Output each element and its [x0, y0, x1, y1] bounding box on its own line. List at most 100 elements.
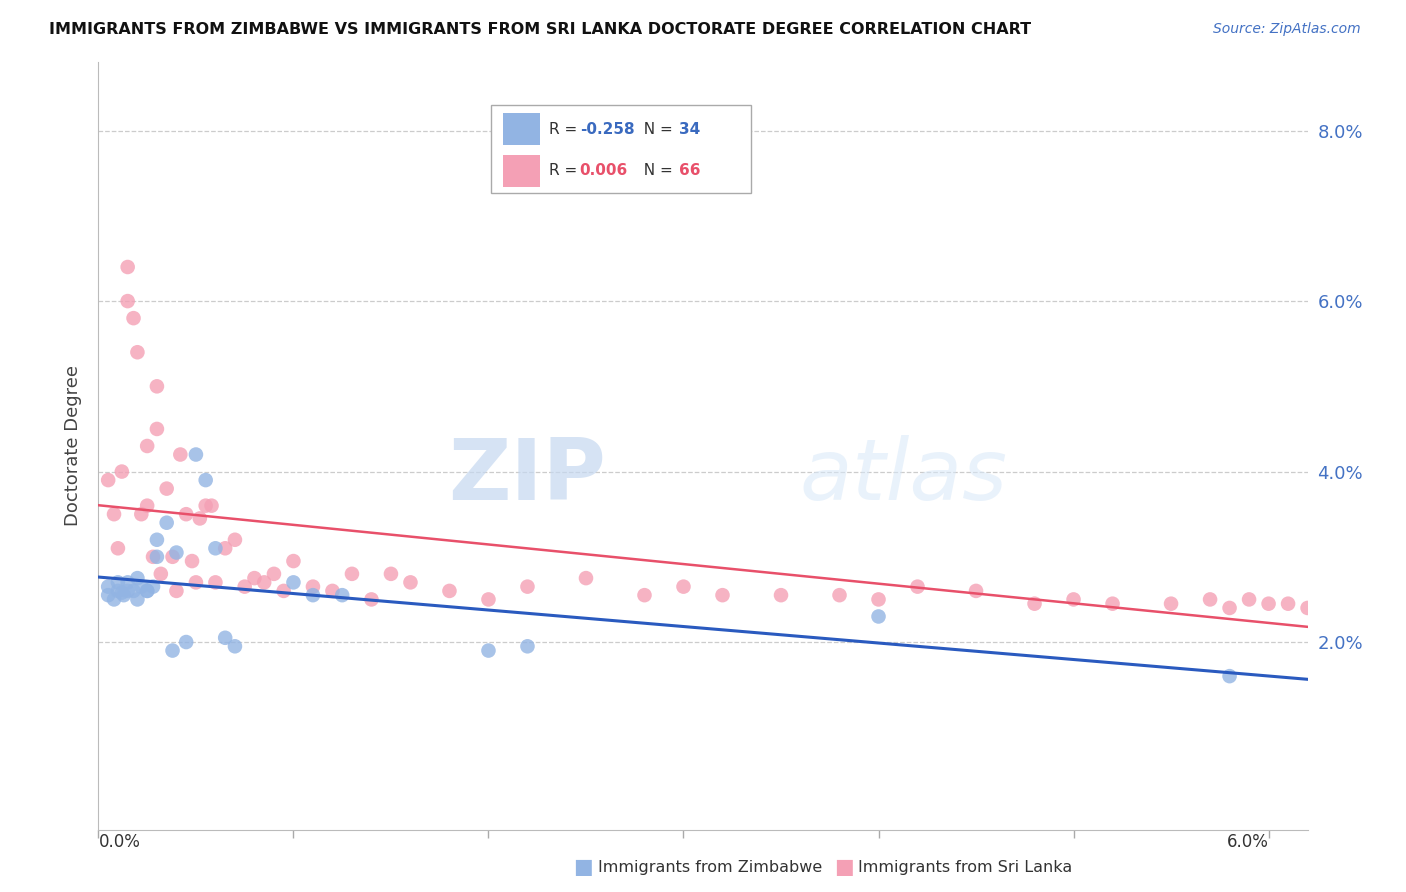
Bar — [503, 113, 540, 145]
Point — [107, 575, 129, 590]
Point — [136, 439, 159, 453]
Text: 0.006: 0.006 — [579, 163, 628, 178]
Point — [117, 583, 139, 598]
Point — [97, 580, 120, 594]
Point — [1199, 592, 1222, 607]
Point — [162, 549, 184, 564]
Point — [117, 294, 139, 309]
Point — [321, 583, 343, 598]
Point — [253, 575, 276, 590]
Point — [360, 592, 382, 607]
Text: atlas: atlas — [800, 435, 1008, 518]
Point — [516, 580, 538, 594]
Point — [103, 592, 125, 607]
Point — [169, 448, 191, 462]
Text: R =: R = — [550, 122, 582, 136]
Point — [214, 631, 236, 645]
Point — [136, 499, 159, 513]
Point — [156, 482, 179, 496]
Point — [1277, 597, 1299, 611]
Point — [112, 588, 135, 602]
Point — [477, 592, 499, 607]
Point — [224, 640, 246, 654]
Point — [1296, 601, 1319, 615]
Point — [439, 583, 461, 598]
Point — [146, 549, 169, 564]
Point — [1219, 669, 1241, 683]
Point — [127, 592, 149, 607]
Point — [184, 575, 207, 590]
Point — [146, 422, 169, 436]
Point — [1063, 592, 1085, 607]
Text: N =: N = — [634, 122, 678, 136]
Point — [136, 583, 159, 598]
Point — [103, 507, 125, 521]
Point — [136, 583, 159, 598]
Point — [302, 580, 325, 594]
Point — [672, 580, 695, 594]
Point — [142, 549, 165, 564]
Point — [97, 473, 120, 487]
Point — [111, 585, 134, 599]
Point — [1219, 601, 1241, 615]
Point — [273, 583, 295, 598]
Y-axis label: Doctorate Degree: Doctorate Degree — [63, 366, 82, 526]
Point — [165, 583, 187, 598]
Point — [711, 588, 734, 602]
Point — [516, 640, 538, 654]
Text: Immigrants from Sri Lanka: Immigrants from Sri Lanka — [858, 860, 1071, 874]
Point — [828, 588, 851, 602]
Point — [340, 566, 363, 581]
Text: 66: 66 — [679, 163, 700, 178]
Point — [194, 499, 217, 513]
Point — [302, 588, 325, 602]
Point — [97, 588, 120, 602]
Point — [162, 643, 184, 657]
Point — [868, 609, 890, 624]
Point — [117, 575, 139, 590]
Point — [174, 507, 197, 521]
Point — [122, 311, 145, 326]
Point — [174, 635, 197, 649]
Point — [907, 580, 929, 594]
Point — [263, 566, 285, 581]
Point — [214, 541, 236, 556]
Point — [633, 588, 655, 602]
Point — [868, 592, 890, 607]
Point — [1257, 597, 1279, 611]
Point — [194, 473, 217, 487]
Point — [107, 583, 129, 598]
Point — [181, 554, 204, 568]
Point — [204, 541, 226, 556]
Point — [380, 566, 402, 581]
Point — [156, 516, 179, 530]
Point — [965, 583, 987, 598]
Text: ZIP: ZIP — [449, 435, 606, 518]
Point — [769, 588, 792, 602]
Point — [149, 566, 172, 581]
Point — [131, 507, 153, 521]
Point — [200, 499, 222, 513]
Point — [188, 511, 211, 525]
Point — [1336, 601, 1358, 615]
Point — [1160, 597, 1182, 611]
Point — [330, 588, 353, 602]
Point — [1237, 592, 1260, 607]
Text: N =: N = — [634, 163, 678, 178]
Point — [111, 465, 134, 479]
Text: ■: ■ — [834, 857, 853, 877]
Bar — [503, 154, 540, 187]
Point — [283, 575, 305, 590]
Point — [243, 571, 266, 585]
Point — [477, 643, 499, 657]
Point — [127, 571, 149, 585]
Text: 0.0%: 0.0% — [98, 833, 141, 851]
Text: -0.258: -0.258 — [579, 122, 634, 136]
Point — [1355, 592, 1378, 607]
Point — [283, 554, 305, 568]
Point — [117, 260, 139, 274]
Point — [233, 580, 256, 594]
Point — [575, 571, 598, 585]
Point — [1306, 592, 1329, 607]
Text: 34: 34 — [679, 122, 700, 136]
